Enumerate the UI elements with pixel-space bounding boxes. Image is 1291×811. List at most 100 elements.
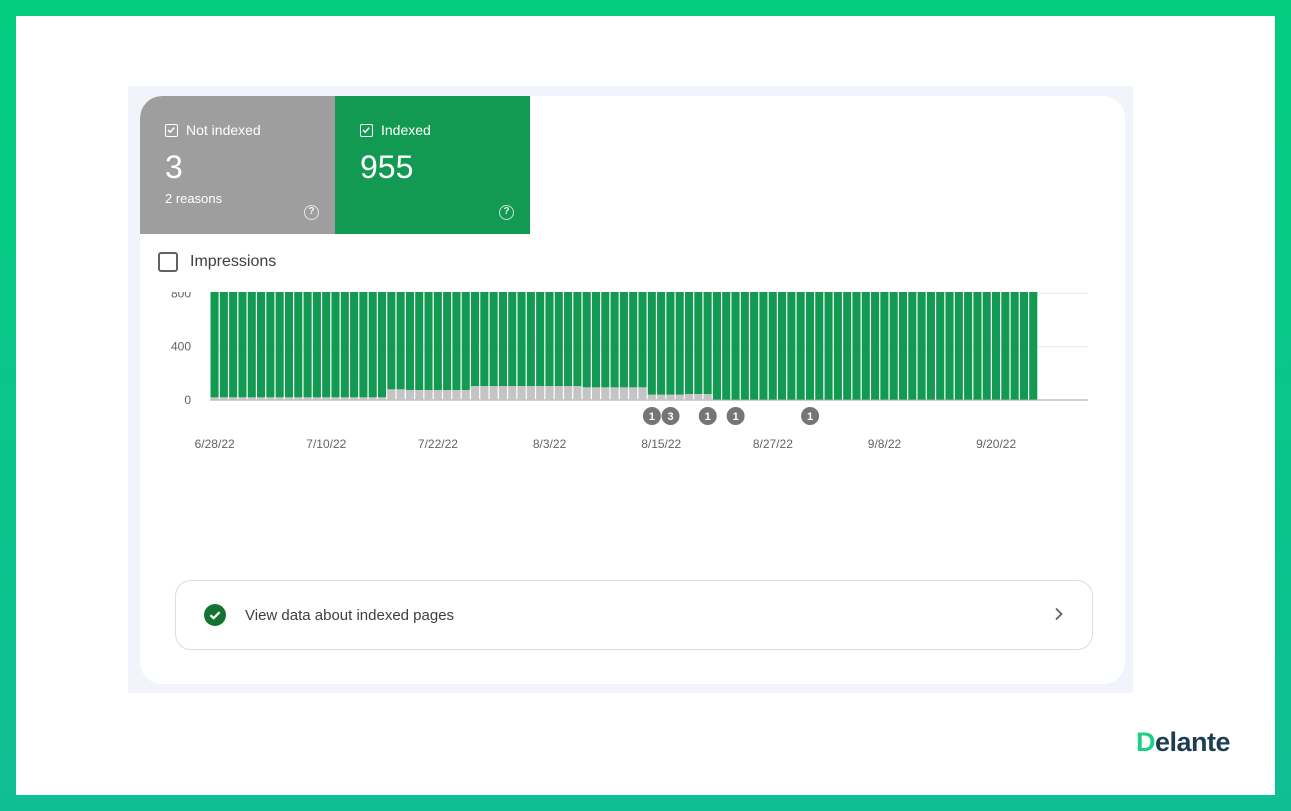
not-indexed-label: Not indexed: [186, 122, 261, 138]
bar-indexed: [657, 270, 666, 395]
checkbox-checked-icon[interactable]: [360, 123, 373, 137]
bar-indexed: [936, 272, 945, 400]
bar-indexed: [647, 270, 656, 395]
bar-not-indexed: [591, 387, 601, 400]
bar-indexed: [257, 275, 266, 398]
bar-not-indexed: [312, 397, 321, 400]
bar-indexed: [610, 263, 619, 388]
bar-indexed: [312, 274, 321, 398]
bar-not-indexed: [601, 387, 610, 400]
bar-indexed: [1001, 272, 1010, 400]
annotation-label: 1: [733, 411, 739, 423]
bar-not-indexed: [470, 386, 480, 400]
bar-indexed: [815, 273, 824, 400]
bar-not-indexed: [377, 397, 387, 400]
annotation-label: 1: [649, 411, 655, 423]
bar-not-indexed: [498, 386, 508, 400]
checkbox-unchecked-icon[interactable]: [158, 252, 178, 272]
bar-indexed: [377, 274, 387, 398]
screenshot-panel: Not indexed 3 2 reasons ? Indexed 955 ? …: [128, 86, 1133, 693]
bar-not-indexed: [350, 397, 359, 400]
annotation-marker: [698, 407, 717, 425]
bar-not-indexed: [610, 387, 619, 400]
bar-not-indexed: [238, 397, 247, 400]
annotation-marker: [642, 407, 661, 425]
bar-not-indexed: [694, 394, 703, 400]
bar-not-indexed: [247, 397, 256, 400]
checkbox-checked-icon[interactable]: [165, 123, 178, 137]
x-tick-label: 6/28/22: [195, 437, 235, 451]
impressions-toggle[interactable]: Impressions: [158, 252, 276, 272]
bar-indexed: [1019, 272, 1028, 400]
bar-not-indexed: [657, 394, 666, 400]
bar-indexed: [768, 273, 777, 400]
bar-indexed: [712, 273, 721, 400]
bar-not-indexed: [536, 386, 545, 400]
bar-indexed: [722, 273, 731, 400]
bar-indexed: [833, 273, 842, 400]
impressions-label: Impressions: [190, 253, 277, 270]
bar-indexed: [759, 273, 768, 400]
x-tick-label: 9/8/22: [868, 437, 902, 451]
annotation-marker: [661, 407, 680, 425]
x-tick-label: 7/10/22: [306, 437, 346, 451]
bar-indexed: [489, 262, 498, 386]
bar-indexed: [880, 273, 889, 400]
help-icon[interactable]: ?: [304, 205, 319, 220]
y-tick-label: 800: [171, 292, 191, 300]
bar-indexed: [517, 262, 526, 386]
bar-indexed: [340, 274, 349, 398]
x-tick-label: 9/20/22: [976, 437, 1016, 451]
bar-indexed: [284, 274, 294, 398]
bar-not-indexed: [452, 390, 461, 400]
bar-not-indexed: [480, 386, 489, 400]
y-tick-label: 0: [184, 393, 191, 407]
view-indexed-pages-label: View data about indexed pages: [245, 606, 455, 624]
view-indexed-pages-button[interactable]: View data about indexed pages: [175, 580, 1093, 650]
bar-not-indexed: [433, 390, 442, 400]
bar-indexed: [266, 275, 275, 398]
bar-indexed: [852, 273, 861, 400]
bar-indexed: [750, 273, 759, 400]
indexed-label: Indexed: [381, 122, 431, 138]
bar-not-indexed: [387, 389, 396, 400]
bar-indexed: [945, 272, 954, 400]
bar-not-indexed: [415, 390, 424, 400]
bar-not-indexed: [294, 397, 303, 400]
not-indexed-tile[interactable]: Not indexed 3 2 reasons ?: [140, 96, 335, 234]
bar-not-indexed: [340, 397, 349, 400]
chevron-right-icon: [1054, 605, 1064, 626]
annotation-marker: [726, 407, 745, 425]
bar-indexed: [619, 263, 628, 388]
bar-indexed: [573, 261, 582, 386]
indexed-tile[interactable]: Indexed 955 ?: [335, 96, 530, 234]
help-icon[interactable]: ?: [499, 205, 514, 220]
bar-not-indexed: [257, 397, 266, 400]
bar-indexed: [526, 262, 535, 386]
bar-not-indexed: [368, 397, 377, 400]
bar-indexed: [564, 261, 573, 386]
bar-not-indexed: [564, 386, 573, 400]
bar-not-indexed: [284, 397, 294, 400]
bar-not-indexed: [266, 397, 275, 400]
bar-indexed: [889, 273, 898, 400]
bar-indexed: [229, 275, 238, 398]
bar-indexed: [1010, 272, 1019, 400]
bar-indexed: [368, 274, 377, 398]
bar-indexed: [898, 273, 908, 400]
bar-indexed: [991, 272, 1001, 400]
bar-indexed: [805, 273, 815, 400]
bar-not-indexed: [275, 397, 284, 400]
bar-indexed: [871, 273, 880, 400]
bar-indexed: [396, 267, 405, 390]
indexed-count: 955: [360, 149, 414, 185]
bar-indexed: [415, 266, 424, 390]
bar-indexed: [554, 262, 563, 386]
bar-indexed: [740, 273, 749, 400]
bar-not-indexed: [629, 387, 638, 400]
bar-indexed: [498, 262, 508, 386]
check-circle-icon: [204, 604, 226, 626]
bar-indexed: [359, 274, 368, 398]
bar-indexed: [470, 262, 480, 386]
